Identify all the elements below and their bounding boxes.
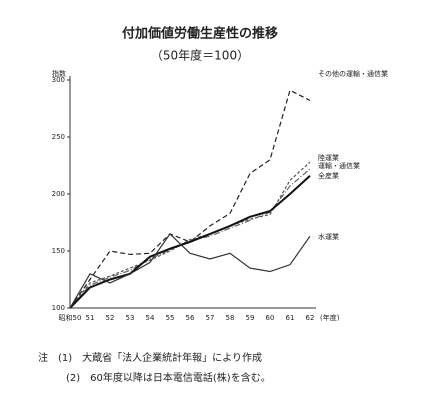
y-tick-label: 250: [52, 133, 65, 141]
x-tick-label: 57: [206, 314, 215, 322]
chart-subtitle: （50年度＝100）: [151, 48, 249, 63]
y-axis-label: 指数: [52, 69, 66, 78]
x-axis-label: (年度): [320, 313, 340, 322]
note: (2) 60年度以降は日本電信電話(株)を含む。: [66, 371, 271, 384]
legend-label: 水運業: [318, 232, 339, 241]
x-tick-label: 53: [126, 314, 135, 322]
y-tick-label: 200: [52, 190, 65, 198]
line: [69, 168, 311, 309]
legend-label: 陸運業: [318, 153, 339, 162]
x-tick-label: 58: [226, 314, 235, 322]
x-tick-label: 61: [286, 314, 295, 322]
note: 注 (1) 大蔵省「法人企業統計年報」により作成: [38, 351, 262, 364]
x-tick-label: 昭和50: [59, 313, 82, 322]
x-tick-label: 59: [246, 314, 255, 322]
y-tick-label: 100: [52, 304, 65, 312]
x-tick-label: 60: [266, 314, 275, 322]
x-tick-label: 62: [306, 314, 315, 322]
x-tick-label: 56: [186, 314, 195, 322]
line: [69, 89, 311, 309]
x-tick-label: 54: [146, 314, 155, 322]
legend-label: その他の運輸・通信業: [318, 69, 388, 78]
line: [69, 175, 311, 309]
legend-label: 運輸・通信業: [318, 161, 360, 170]
legend-label: 全産業: [318, 171, 339, 180]
x-tick-label: 52: [106, 314, 115, 322]
x-tick-label: 51: [86, 314, 95, 322]
line: [69, 232, 311, 309]
y-tick-label: 300: [52, 76, 65, 84]
x-tick-label: 55: [166, 314, 175, 322]
line: [69, 161, 311, 309]
y-tick-label: 150: [52, 247, 65, 255]
chart-title: 付加価値労働生産性の推移: [122, 26, 278, 42]
